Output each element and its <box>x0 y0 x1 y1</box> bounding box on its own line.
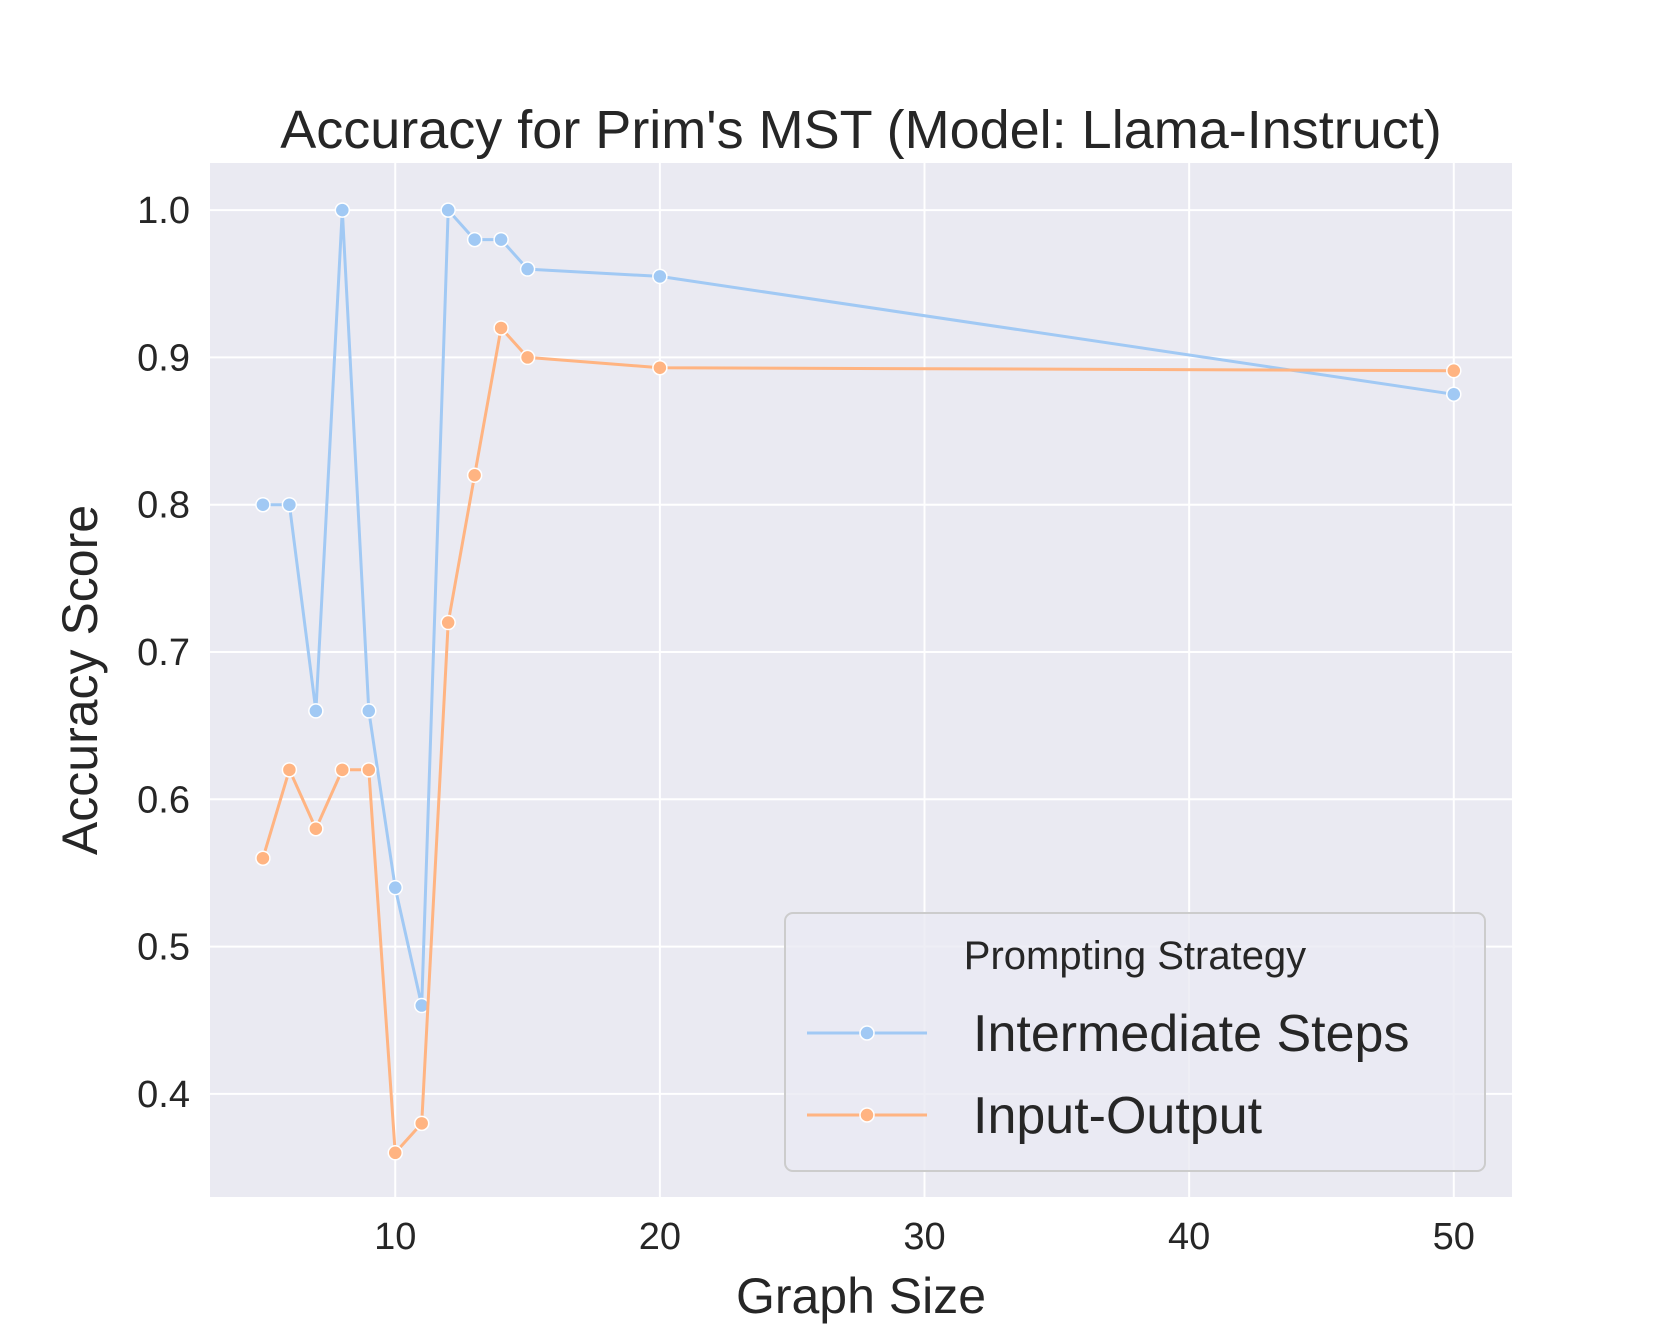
x-tick-label: 40 <box>1168 1216 1210 1258</box>
data-point <box>387 1145 403 1161</box>
data-point <box>255 850 271 866</box>
x-axis-label: Graph Size <box>736 1268 986 1324</box>
y-tick-label: 0.6 <box>137 779 190 821</box>
data-point <box>413 1115 430 1132</box>
y-tick-label: 1.0 <box>137 190 190 232</box>
x-tick-label: 50 <box>1433 1216 1475 1258</box>
data-point <box>652 268 668 285</box>
y-axis-label: Accuracy Score <box>52 505 108 855</box>
legend-box <box>784 912 1486 1172</box>
x-tick-label: 30 <box>903 1216 945 1258</box>
data-point <box>361 762 377 778</box>
legend-title: Prompting Strategy <box>964 934 1306 978</box>
legend-label: Input-Output <box>973 1087 1263 1145</box>
data-point <box>308 703 324 719</box>
y-tick-label: 0.4 <box>137 1074 190 1116</box>
data-point <box>387 879 403 896</box>
data-point <box>1446 362 1462 379</box>
y-tick-label: 0.8 <box>137 485 190 527</box>
chart-title: Accuracy for Prim's MST (Model: Llama-In… <box>280 100 1442 160</box>
series-1 <box>255 320 1462 1161</box>
y-tick-label: 0.9 <box>137 337 190 379</box>
data-point <box>493 231 509 248</box>
tick-labels: 10 20 30 40 50 0.4 0.5 0.6 0.7 0.8 0.9 1.0 <box>137 190 1475 1258</box>
data-point <box>281 496 298 513</box>
series-layer <box>255 202 1462 1161</box>
x-tick-label: 20 <box>639 1216 681 1258</box>
y-tick-label: 0.7 <box>137 632 190 674</box>
data-point <box>466 231 483 248</box>
data-point <box>334 762 351 778</box>
data-point <box>466 467 483 484</box>
data-point <box>334 202 351 218</box>
data-point <box>255 496 271 513</box>
series-0 <box>255 202 1462 1014</box>
data-point <box>519 349 536 366</box>
data-point <box>440 202 456 218</box>
legend-marker <box>859 1107 875 1123</box>
legend-label: Intermediate Steps <box>973 1005 1409 1063</box>
data-point <box>1446 386 1462 403</box>
y-tick-label: 0.5 <box>137 927 190 969</box>
data-point <box>519 261 536 277</box>
data-point <box>361 703 377 719</box>
grid-lines <box>210 163 1512 1197</box>
legend-entries: Intermediate Steps Input-Output <box>807 1005 1409 1145</box>
legend-marker <box>859 1025 875 1041</box>
legend: Prompting Strategy Intermediate Steps Inp… <box>784 912 1486 1172</box>
x-tick-label: 10 <box>374 1216 416 1258</box>
data-point <box>652 359 668 376</box>
data-point <box>281 762 298 778</box>
data-point <box>440 614 456 631</box>
data-point <box>493 320 509 336</box>
data-point <box>308 821 324 837</box>
